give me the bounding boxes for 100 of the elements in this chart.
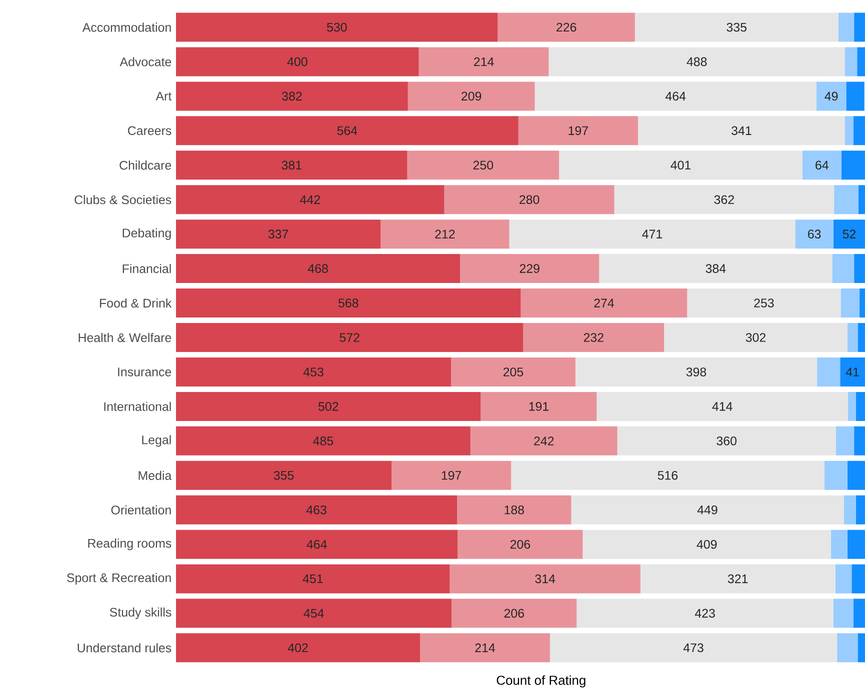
bar bbox=[176, 495, 458, 524]
data-label: 242 bbox=[534, 436, 554, 446]
bar bbox=[802, 150, 842, 180]
bar bbox=[853, 116, 865, 146]
data-label: 402 bbox=[288, 643, 308, 652]
bar bbox=[509, 220, 796, 249]
bar bbox=[856, 392, 865, 421]
bar bbox=[176, 288, 521, 318]
data-label: 214 bbox=[474, 57, 494, 66]
data-label: 568 bbox=[338, 298, 358, 308]
data-label: 280 bbox=[520, 195, 540, 204]
y-tick-label: Accommodation bbox=[82, 22, 171, 32]
bar bbox=[853, 598, 865, 628]
data-label: 423 bbox=[694, 608, 715, 618]
data-label: 360 bbox=[716, 436, 736, 446]
data-label: 52 bbox=[842, 230, 856, 238]
data-label: 206 bbox=[504, 608, 524, 618]
data-label: 381 bbox=[282, 160, 302, 170]
bar bbox=[582, 530, 832, 559]
bar bbox=[176, 150, 408, 180]
data-label: 473 bbox=[683, 643, 704, 652]
y-tick-label: Understand rules bbox=[78, 643, 172, 652]
bar bbox=[858, 633, 865, 662]
bar bbox=[844, 116, 854, 146]
data-label: 471 bbox=[642, 230, 662, 238]
bar bbox=[576, 598, 834, 628]
bar bbox=[817, 357, 840, 386]
bar bbox=[858, 185, 865, 214]
bar bbox=[176, 392, 481, 421]
data-label: 314 bbox=[535, 574, 556, 584]
y-tick-label: Food & Drink bbox=[100, 298, 172, 308]
data-label: 401 bbox=[670, 160, 691, 170]
bar bbox=[596, 392, 848, 421]
bar bbox=[176, 323, 524, 352]
bar bbox=[380, 220, 510, 249]
bar bbox=[832, 254, 854, 284]
bar bbox=[838, 12, 854, 42]
bar bbox=[634, 12, 838, 42]
bar bbox=[571, 495, 844, 524]
data-label: 335 bbox=[726, 22, 746, 32]
bar bbox=[176, 47, 419, 76]
bar bbox=[640, 564, 836, 594]
bar bbox=[664, 323, 848, 352]
bar bbox=[844, 495, 856, 524]
y-tick-label: Debating bbox=[122, 228, 171, 240]
bar bbox=[176, 460, 392, 490]
data-label: 355 bbox=[274, 470, 294, 480]
bar bbox=[847, 530, 865, 559]
y-tick-label: Reading rooms bbox=[88, 538, 172, 550]
bar bbox=[795, 220, 834, 249]
y-tick-label: Financial bbox=[122, 264, 171, 274]
data-label: 442 bbox=[300, 195, 320, 204]
bar bbox=[854, 254, 865, 284]
x-axis-title: Count of Rating bbox=[496, 675, 586, 688]
bar bbox=[176, 12, 498, 42]
bar bbox=[854, 426, 865, 456]
bar bbox=[841, 150, 865, 180]
data-label: 191 bbox=[529, 402, 548, 411]
bar bbox=[614, 185, 834, 214]
bar bbox=[407, 150, 560, 180]
bar bbox=[854, 12, 865, 42]
data-label: 398 bbox=[686, 368, 706, 376]
bar bbox=[831, 530, 848, 559]
bar bbox=[687, 288, 841, 318]
bar bbox=[816, 82, 846, 111]
data-label: 451 bbox=[302, 574, 323, 584]
y-tick-label: Clubs & Societies bbox=[74, 195, 172, 204]
bar bbox=[837, 633, 858, 662]
bar bbox=[836, 426, 854, 456]
bar bbox=[840, 288, 860, 318]
data-label: 516 bbox=[658, 470, 678, 480]
bar bbox=[176, 116, 518, 146]
bar bbox=[418, 47, 549, 76]
y-tick-label: Sport & Recreation bbox=[66, 573, 171, 585]
data-label: 232 bbox=[584, 333, 604, 342]
bar bbox=[176, 185, 444, 214]
data-label: 209 bbox=[462, 92, 482, 101]
bar bbox=[833, 220, 865, 249]
data-label: 250 bbox=[473, 160, 494, 170]
y-tick-label: Media bbox=[138, 470, 172, 480]
bar bbox=[550, 633, 838, 662]
data-label: 400 bbox=[287, 57, 308, 66]
data-label: 253 bbox=[754, 298, 774, 308]
bar bbox=[844, 47, 858, 76]
bar bbox=[857, 47, 865, 76]
bar bbox=[457, 495, 572, 524]
data-label: 463 bbox=[306, 505, 326, 514]
data-label: 485 bbox=[313, 436, 334, 446]
bar bbox=[458, 530, 583, 559]
bar bbox=[617, 426, 836, 456]
data-label: 341 bbox=[732, 126, 752, 136]
data-label: 229 bbox=[520, 264, 540, 273]
y-tick-label: Health & Welfare bbox=[78, 332, 172, 342]
bar bbox=[834, 185, 858, 214]
data-label: 226 bbox=[556, 22, 576, 32]
data-label: 274 bbox=[594, 298, 614, 308]
data-label: 205 bbox=[503, 368, 524, 376]
bar bbox=[392, 460, 512, 490]
y-tick-label: Childcare bbox=[120, 160, 172, 170]
data-label: 212 bbox=[435, 230, 455, 238]
